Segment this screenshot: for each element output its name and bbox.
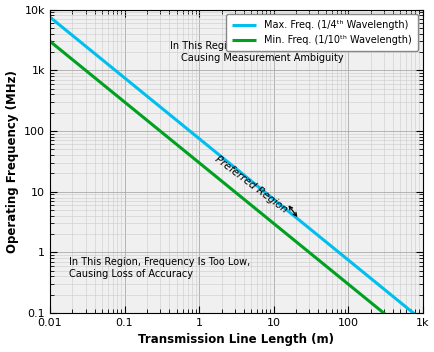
Min. Freq. (1/10ᵗʰ Wavelength) [337, 276, 342, 280]
Text: In This Region, Frequency Is Too Low,
Causing Loss of Accuracy: In This Region, Frequency Is Too Low, Ca… [69, 257, 250, 279]
Min. Freq. (1/10ᵗʰ Wavelength) [85, 70, 90, 74]
X-axis label: Transmission Line Length (m): Transmission Line Length (m) [138, 333, 334, 346]
Text: In This Region, Frequency Is Too High,
Causing Measurement Ambiguity: In This Region, Frequency Is Too High, C… [169, 41, 354, 63]
Min. Freq. (1/10ᵗʰ Wavelength) [47, 39, 53, 43]
Max. Freq. (1/4ᵗʰ Wavelength) [47, 15, 53, 19]
Line: Min. Freq. (1/10ᵗʰ Wavelength): Min. Freq. (1/10ᵗʰ Wavelength) [50, 41, 422, 345]
Max. Freq. (1/4ᵗʰ Wavelength) [197, 138, 203, 142]
Max. Freq. (1/4ᵗʰ Wavelength) [211, 149, 216, 153]
Min. Freq. (1/10ᵗʰ Wavelength) [302, 247, 308, 252]
Max. Freq. (1/4ᵗʰ Wavelength) [344, 257, 349, 262]
Max. Freq. (1/4ᵗʰ Wavelength) [337, 252, 342, 256]
Legend: Max. Freq. (1/4ᵗʰ Wavelength), Min. Freq. (1/10ᵗʰ Wavelength): Max. Freq. (1/4ᵗʰ Wavelength), Min. Freq… [226, 14, 417, 51]
Max. Freq. (1/4ᵗʰ Wavelength) [85, 46, 90, 50]
Min. Freq. (1/10ᵗʰ Wavelength) [419, 342, 424, 347]
Min. Freq. (1/10ᵗʰ Wavelength) [197, 162, 203, 166]
Y-axis label: Operating Frequency (MHz): Operating Frequency (MHz) [6, 70, 19, 253]
Max. Freq. (1/4ᵗʰ Wavelength) [419, 319, 424, 323]
Line: Max. Freq. (1/4ᵗʰ Wavelength): Max. Freq. (1/4ᵗʰ Wavelength) [50, 17, 422, 321]
Text: Preferred Region: Preferred Region [213, 154, 289, 215]
Max. Freq. (1/4ᵗʰ Wavelength) [302, 224, 308, 228]
Min. Freq. (1/10ᵗʰ Wavelength) [344, 281, 349, 285]
Min. Freq. (1/10ᵗʰ Wavelength) [211, 173, 216, 177]
